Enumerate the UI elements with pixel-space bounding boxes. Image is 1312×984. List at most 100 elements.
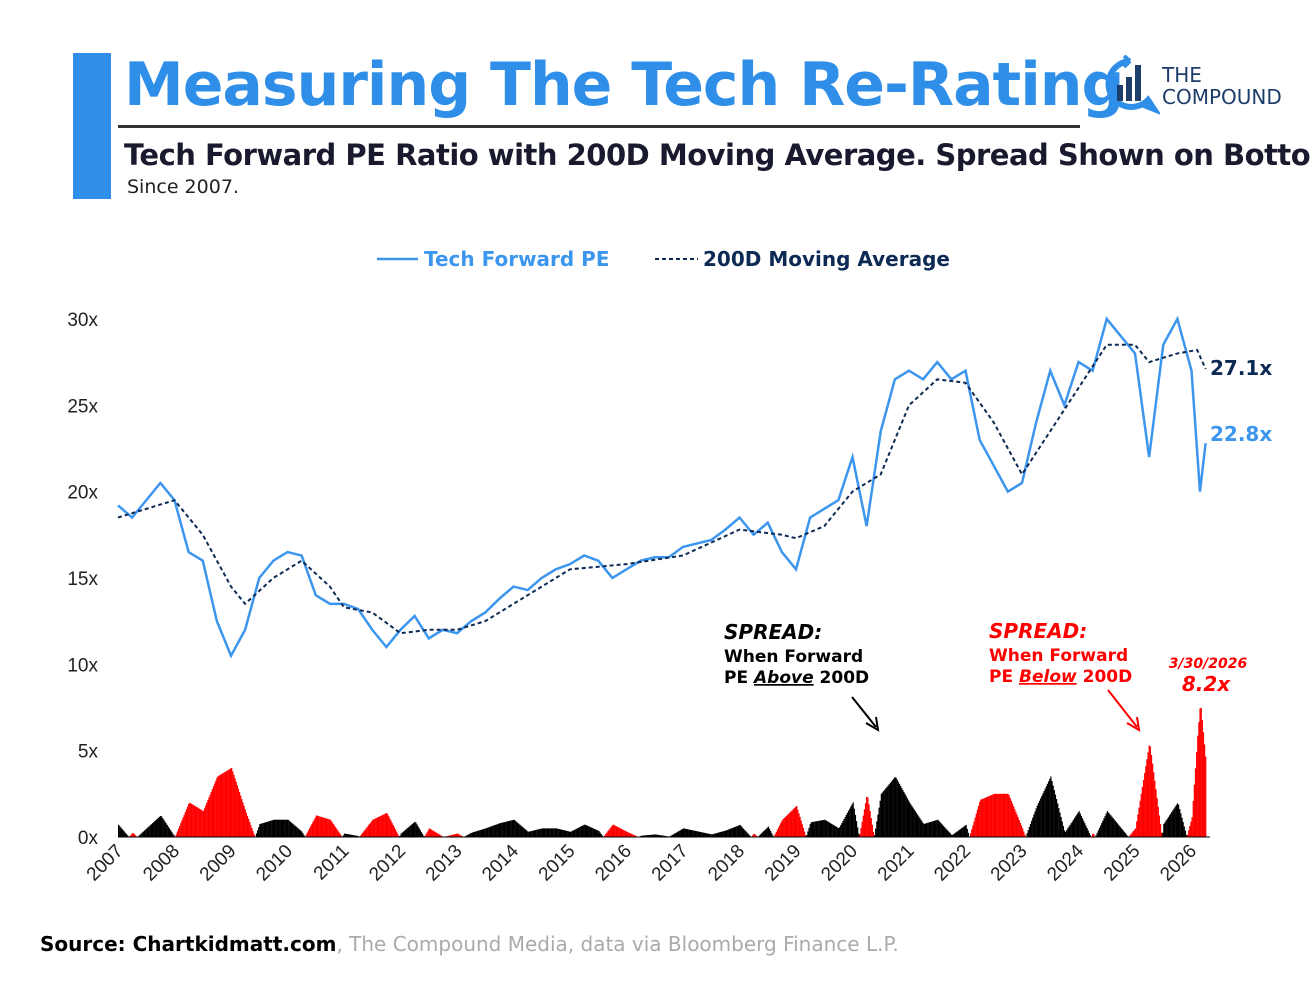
spread-bar xyxy=(1075,816,1077,837)
spread-bar xyxy=(758,835,761,837)
spread-bar xyxy=(673,833,676,837)
spread-bar xyxy=(1023,831,1025,837)
spread-bar xyxy=(982,798,984,837)
spread-bar xyxy=(566,830,568,837)
spread-bar xyxy=(1110,815,1112,837)
spread-bar xyxy=(690,830,693,837)
spread-bar xyxy=(686,829,688,837)
spread-bar xyxy=(960,828,963,837)
spread-bar xyxy=(127,835,129,837)
spread-bar xyxy=(292,823,294,837)
spread-bar xyxy=(286,819,288,837)
spread-bar xyxy=(1012,806,1015,837)
spread-bar xyxy=(916,814,919,837)
spread-bar xyxy=(1026,833,1028,837)
spread-bar xyxy=(631,833,633,837)
spread-bar xyxy=(542,828,545,837)
spread-bar xyxy=(696,831,698,837)
spread-bar xyxy=(914,811,916,837)
spread-bar xyxy=(1033,814,1035,837)
spread-bar xyxy=(1066,830,1068,837)
spread-bar xyxy=(1199,708,1201,837)
spread-bar xyxy=(910,804,912,837)
spread-bar xyxy=(243,805,245,837)
spread-bar xyxy=(1112,818,1114,837)
spread-bar xyxy=(405,829,407,837)
spread-bar xyxy=(119,826,121,837)
x-tick-label: 2022 xyxy=(930,841,975,886)
below-annotation-line1: When Forward xyxy=(989,646,1128,666)
spread-bar xyxy=(918,816,920,837)
spread-bar xyxy=(620,828,623,837)
spread-bar xyxy=(1102,820,1104,837)
spread-bar xyxy=(523,828,525,837)
spread-bar xyxy=(623,830,625,837)
spread-bar xyxy=(1016,814,1018,837)
spread-bar xyxy=(1141,786,1144,837)
page-title: Measuring The Tech Re-Rating xyxy=(124,50,1124,120)
compound-logo-icon xyxy=(1105,55,1160,115)
spread-bar xyxy=(720,831,722,837)
x-tick-label: 2012 xyxy=(365,841,410,886)
spread-bar xyxy=(308,828,311,837)
spread-bar xyxy=(263,822,266,837)
spread-bar xyxy=(310,826,312,837)
spread-bar xyxy=(181,820,183,837)
spread-bar xyxy=(1149,746,1151,837)
spread-bar xyxy=(986,796,989,837)
spread-bar xyxy=(408,826,410,837)
spread-bar xyxy=(246,815,249,837)
spread-bar xyxy=(643,835,645,837)
spread-bar xyxy=(266,821,268,837)
spread-bar xyxy=(125,834,128,837)
spread-bar xyxy=(777,827,780,837)
spread-bar xyxy=(1196,751,1198,837)
spread-bar xyxy=(232,771,234,837)
spread-bar xyxy=(744,829,746,837)
spread-bar xyxy=(365,828,367,837)
spread-bar xyxy=(904,794,906,837)
spread-bar xyxy=(679,830,681,837)
spread-bar xyxy=(1084,823,1086,837)
spread-bar xyxy=(998,793,1000,837)
spread-bar xyxy=(768,828,771,837)
spread-bar xyxy=(732,827,735,837)
spread-bar xyxy=(626,831,628,837)
spread-bar xyxy=(858,833,860,837)
spread-bar xyxy=(147,827,149,837)
spread-bar xyxy=(1003,793,1006,837)
spread-bar xyxy=(979,801,981,837)
x-tick-label: 2015 xyxy=(535,841,580,886)
spread-bar xyxy=(671,834,673,837)
spread-bar xyxy=(203,808,206,837)
spread-bar xyxy=(736,826,738,837)
spread-bar xyxy=(920,819,922,837)
spread-bar xyxy=(635,835,637,837)
spread-bar xyxy=(1057,803,1059,837)
spread-bar xyxy=(177,828,180,837)
spread-bar xyxy=(893,778,895,837)
spread-bar xyxy=(985,797,988,837)
spread-bar xyxy=(1203,744,1206,837)
spread-bar xyxy=(576,828,579,837)
spread-bar xyxy=(544,828,546,837)
spread-bar xyxy=(879,800,881,837)
spread-bar xyxy=(338,832,340,837)
spread-bar xyxy=(684,828,686,837)
above-arrow-icon xyxy=(851,696,880,732)
spread-bar xyxy=(1001,793,1003,837)
spread-bar xyxy=(817,820,819,837)
spread-bar xyxy=(428,828,431,837)
spread-bar xyxy=(453,834,455,837)
spread-bar xyxy=(267,821,269,837)
spread-bar xyxy=(644,835,646,837)
spread-bar xyxy=(521,826,523,837)
spread-bar xyxy=(832,824,834,837)
spread-bar xyxy=(1007,793,1009,837)
spread-bar xyxy=(1192,800,1194,837)
spread-bar xyxy=(539,828,541,837)
spread-bar xyxy=(1053,790,1055,837)
spread-bar xyxy=(557,828,559,837)
